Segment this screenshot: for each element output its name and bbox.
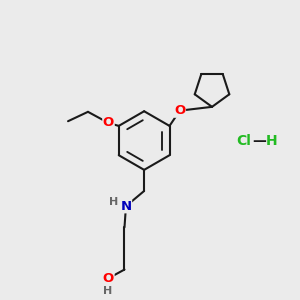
Text: N: N [120,200,131,213]
Text: —: — [252,134,266,148]
Text: H: H [266,134,278,148]
Text: Cl: Cl [236,134,251,148]
Text: O: O [174,104,185,117]
Text: H: H [103,286,112,296]
Text: H: H [109,197,118,207]
Text: O: O [103,116,114,130]
Text: O: O [103,272,114,285]
